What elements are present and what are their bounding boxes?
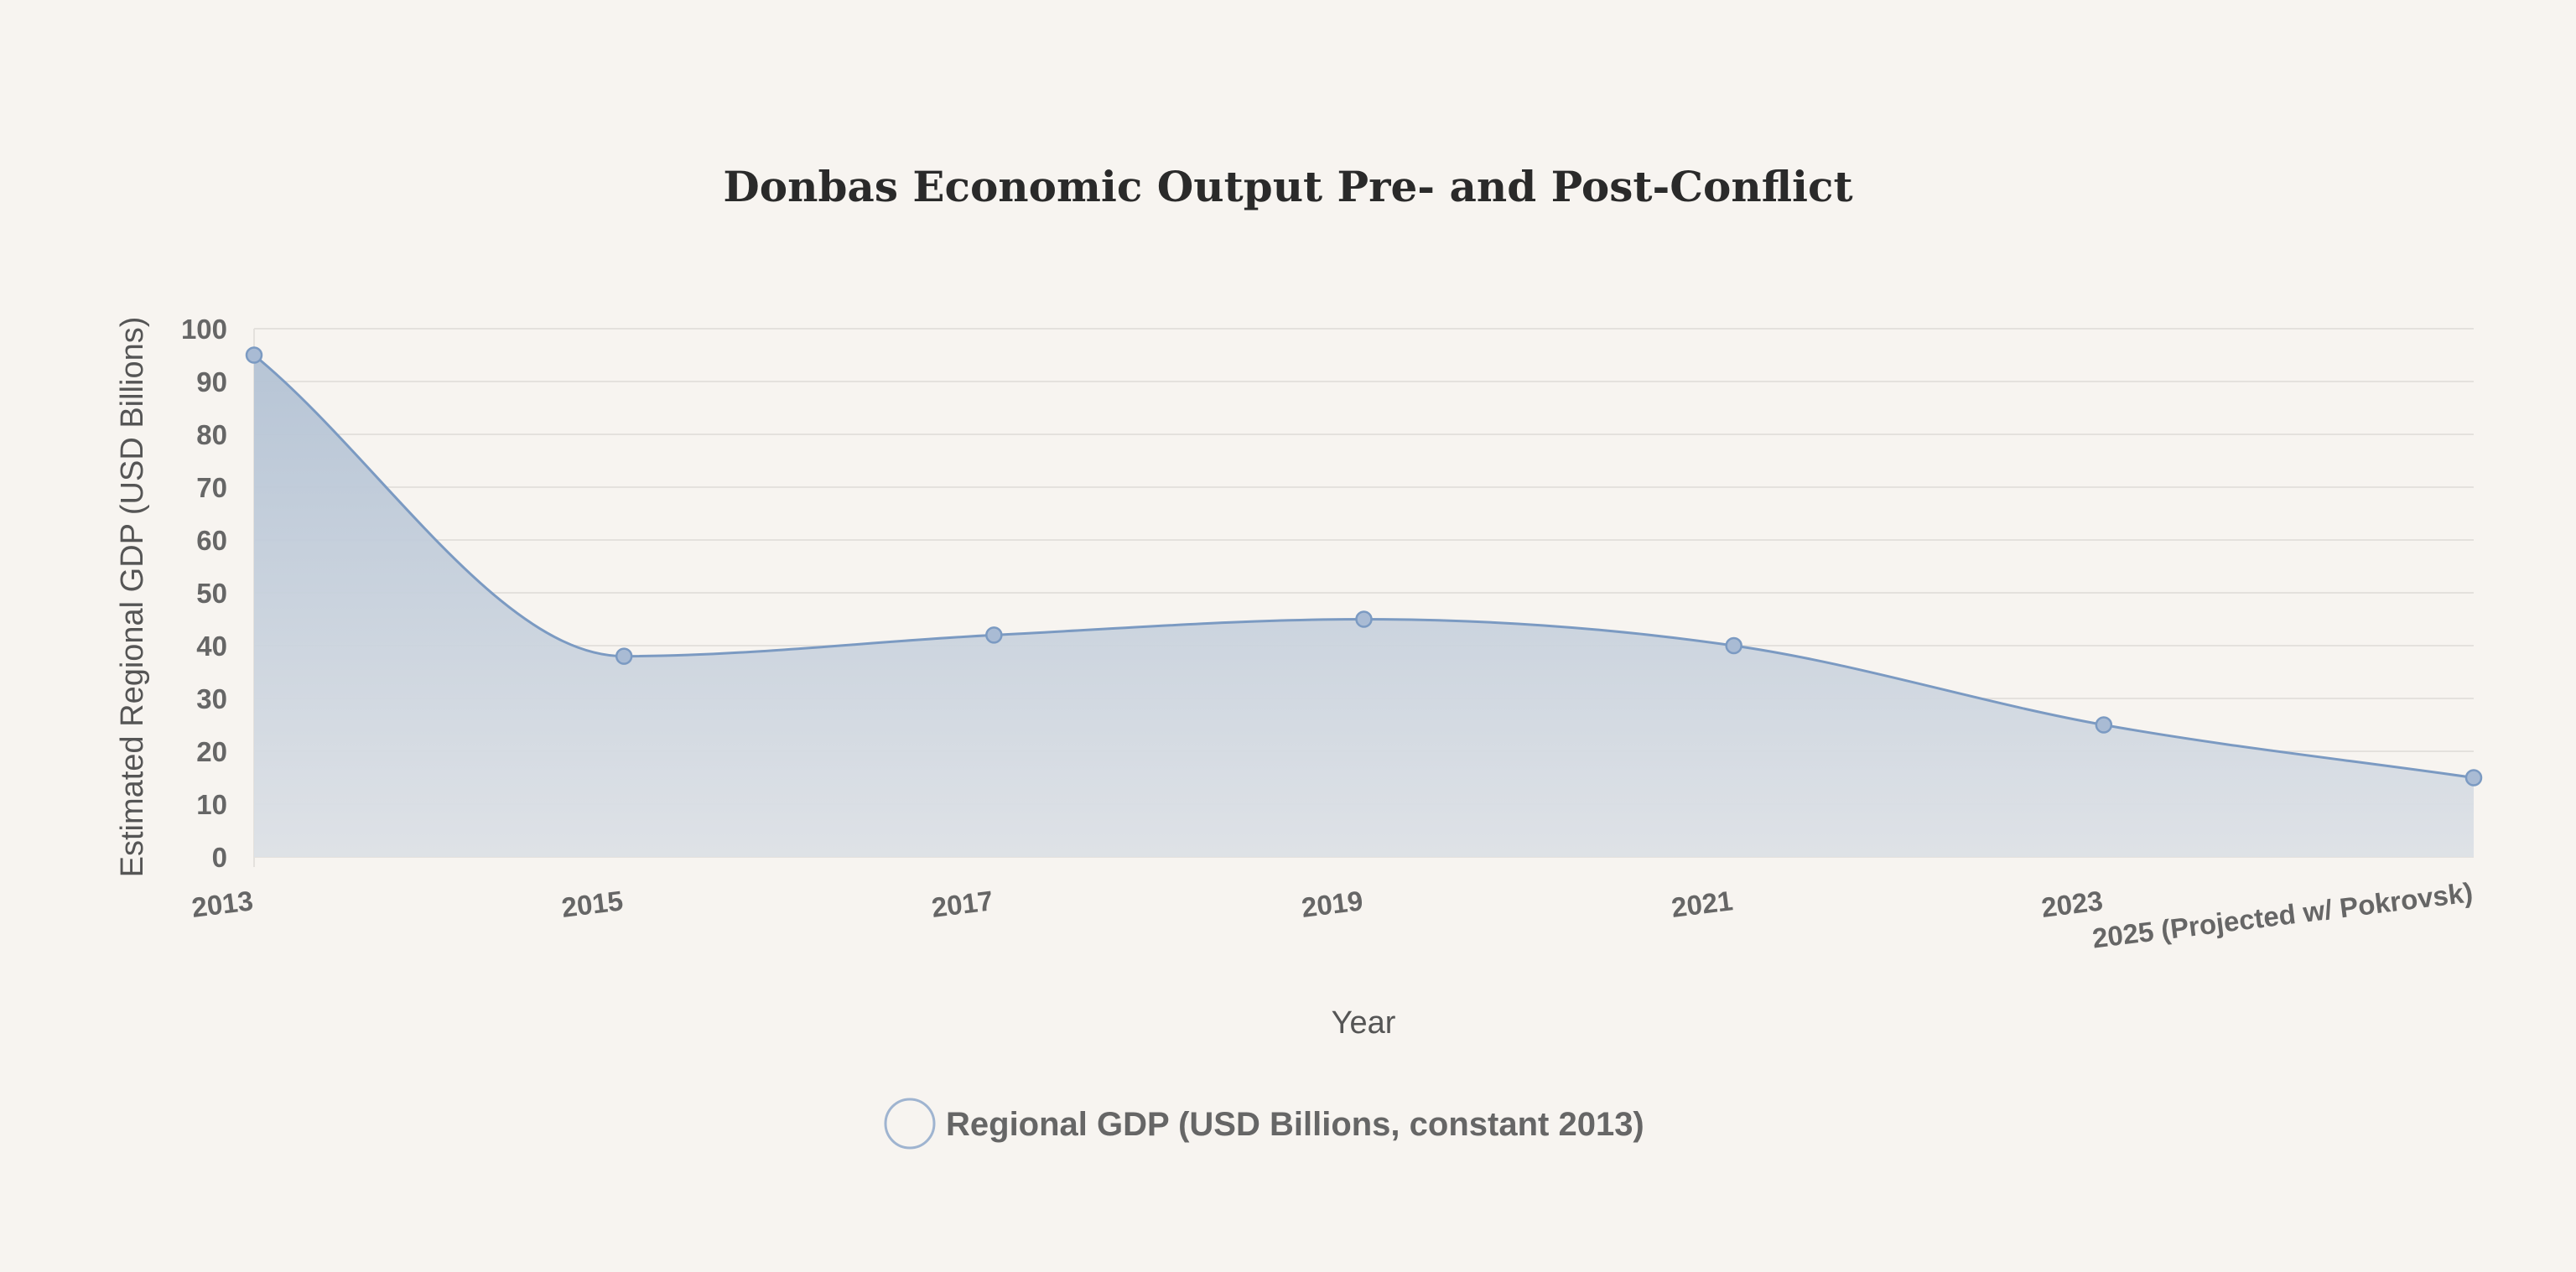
data-point-2021[interactable] xyxy=(1725,636,1742,655)
x-tick-label: 2015 xyxy=(560,885,625,923)
y-tick-label: 30 xyxy=(196,683,227,714)
series-area-fill xyxy=(254,355,2474,857)
x-tick-label: 2017 xyxy=(930,885,995,923)
y-tick-label: 0 xyxy=(212,842,227,873)
y-tick-label: 90 xyxy=(196,366,227,397)
y-axis-ticks: 0 10 20 30 40 50 60 70 80 90 100 xyxy=(181,314,227,873)
x-tick-label: 2023 xyxy=(2039,885,2104,923)
legend-marker-icon xyxy=(884,1098,936,1150)
data-point-2015[interactable] xyxy=(615,647,633,665)
data-points xyxy=(245,346,2483,787)
y-tick-label: 40 xyxy=(196,631,227,662)
y-tick-label: 70 xyxy=(196,472,227,503)
data-point-2019[interactable] xyxy=(1355,610,1373,628)
chart-title: Donbas Economic Output Pre- and Post-Con… xyxy=(723,162,1852,211)
y-tick-label: 60 xyxy=(196,525,227,556)
y-tick-label: 80 xyxy=(196,419,227,450)
x-axis-title: Year xyxy=(1332,1005,1396,1041)
y-tick-label: 50 xyxy=(196,578,227,609)
y-tick-label: 10 xyxy=(196,789,227,820)
legend[interactable]: Regional GDP (USD Billions, constant 201… xyxy=(884,1098,1644,1150)
x-tick-label: 2021 xyxy=(1670,885,1734,923)
data-point-2017[interactable] xyxy=(985,626,1003,644)
x-tick-label: 2019 xyxy=(1300,885,1364,923)
data-point-2023[interactable] xyxy=(2095,716,2113,734)
data-point-2013[interactable] xyxy=(245,346,263,364)
y-tick-label: 20 xyxy=(196,736,227,767)
x-tick-label: 2025 (Projected w/ Pokrovsk) xyxy=(2090,876,2475,953)
data-point-2025[interactable] xyxy=(2464,769,2483,787)
area-layer xyxy=(253,354,2475,857)
y-tick-label: 100 xyxy=(181,314,227,345)
x-tick-label: 2013 xyxy=(190,885,254,923)
legend-label: Regional GDP (USD Billions, constant 201… xyxy=(946,1106,1644,1143)
y-axis-title: Estimated Regional GDP (USD Billions) xyxy=(115,317,150,878)
